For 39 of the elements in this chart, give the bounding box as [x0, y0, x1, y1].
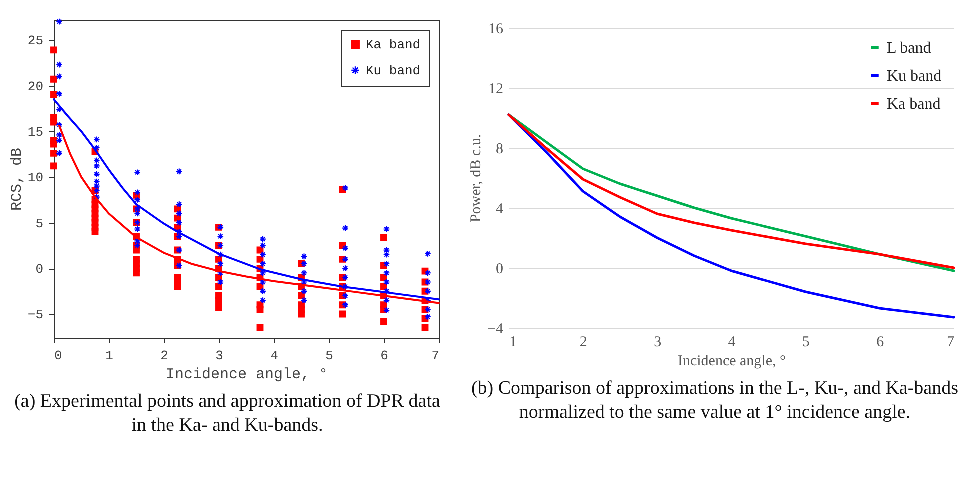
y-axis-title: RCS, dB: [8, 148, 26, 212]
y-tick-label: 20: [28, 79, 44, 94]
x-tick-label: 6: [380, 348, 388, 364]
x-tick-label: 1: [509, 334, 516, 350]
x-tick-label: 5: [326, 348, 334, 364]
y-tick-label: −4: [487, 322, 504, 338]
legend-label: Ka band: [886, 96, 940, 113]
x-tick-label: 4: [270, 348, 279, 364]
y-tick-label: −5: [28, 308, 44, 323]
y-tick-label: 4: [496, 202, 504, 218]
x-tick-label: 1: [106, 348, 114, 364]
legend-label: Ka band: [366, 38, 421, 52]
y-tick-label: 10: [28, 170, 44, 186]
y-tick-label: 12: [488, 82, 503, 98]
y-tick-label: 16: [488, 22, 504, 38]
x-tick-label: 5: [802, 334, 810, 350]
x-tick-label: 4: [728, 334, 736, 350]
legend-label: L band: [886, 40, 931, 57]
legend-label: Ku band: [886, 68, 942, 85]
x-tick-label: 2: [579, 334, 587, 350]
x-tick-label: 7: [946, 334, 954, 350]
x-tick-label: 6: [876, 334, 884, 350]
x-tick-label: 3: [654, 334, 662, 350]
text: (b) Comparison of approximations in the L-, Ku-, and Ka-bands normalized to the same value at 1° incidence angle.: [470, 377, 960, 425]
y-tick-label: 5: [36, 216, 44, 232]
y-tick-label: 15: [28, 124, 44, 140]
legend-label: Ku band: [366, 64, 421, 78]
x-tick-label: 2: [160, 348, 168, 364]
text: (a) Experimental points and approximation of DPR data in the Ka- and Ku-bands.: [14, 390, 442, 438]
x-tick-label: 7: [432, 348, 440, 364]
y-tick-label: 0: [496, 262, 503, 278]
x-axis-title: Incidence angle, °: [677, 354, 786, 370]
x-tick-label: 3: [216, 348, 224, 364]
y-tick-label: 8: [496, 142, 503, 158]
y-axis-title: Power, dB c.u.: [468, 134, 484, 223]
x-tick-label: 0: [54, 348, 62, 364]
y-tick-label: 25: [28, 34, 44, 49]
x-axis-title: Incidence angle, °: [166, 366, 328, 384]
y-tick-label: 0: [36, 262, 44, 278]
